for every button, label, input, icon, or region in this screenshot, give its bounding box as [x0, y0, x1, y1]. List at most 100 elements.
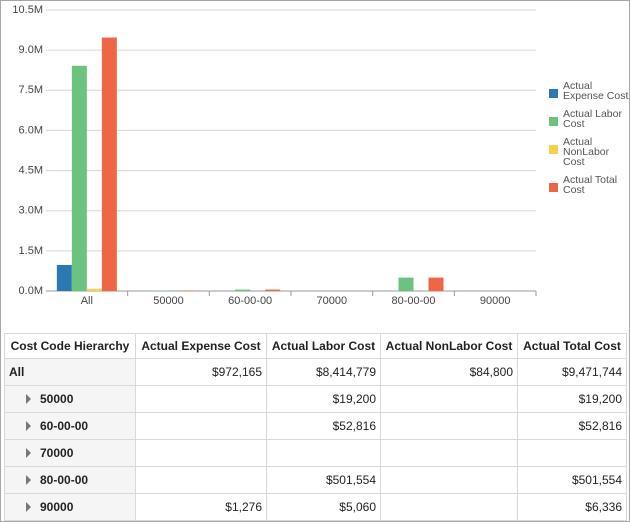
x-tick-label: 90000: [480, 295, 511, 307]
y-tick-label: 10.5M: [12, 4, 43, 16]
cell-text: $52,816: [578, 419, 622, 433]
legend-item: Actual Expense Cost: [549, 81, 629, 101]
cell-text: $19,200: [578, 392, 622, 406]
cell-text: $8,414,779: [315, 365, 376, 379]
cell-text: $5,060: [339, 500, 376, 514]
y-tick-label: 1.5M: [19, 245, 43, 257]
header-row: Cost Code Hierarchy Actual Expense Cost Ac…: [4, 333, 627, 359]
x-tick-label: 70000: [317, 295, 348, 307]
cell-text: $6,336: [585, 500, 622, 514]
row-header: 70000: [4, 439, 136, 467]
row-header: 90000: [4, 493, 136, 521]
legend-swatch: [549, 117, 558, 126]
cell: [135, 412, 267, 440]
y-tick-label: 6.0M: [19, 124, 43, 136]
cell-text: All: [9, 365, 25, 379]
cell-text: $1,276: [225, 500, 262, 514]
cell: $19,200: [266, 385, 381, 413]
cell-text: 50000: [40, 392, 74, 406]
cell-text: 60-00-00: [40, 419, 89, 433]
legend-swatch: [549, 145, 558, 154]
table-row: All $972,165 $8,414,779 $84,800 $9,471,744: [4, 358, 627, 386]
cell: [266, 439, 381, 467]
cell-text: $19,200: [332, 392, 376, 406]
cell-text: $501,554: [325, 473, 376, 487]
cell: [380, 493, 518, 521]
cell: $84,800: [380, 358, 518, 386]
cell: $52,816: [266, 412, 381, 440]
legend-label: Actual NonLabor Cost: [563, 136, 610, 168]
table-row: 50000 $19,200 $19,200: [4, 385, 627, 413]
expand-arrow[interactable]: [26, 475, 31, 485]
y-tick-label: 0.0M: [19, 285, 43, 297]
row-header: 60-00-00: [4, 412, 136, 440]
cell: $9,471,744: [517, 358, 627, 386]
column-header: Cost Code Hierarchy: [4, 333, 136, 359]
cell: $1,276: [135, 493, 267, 521]
cell: [380, 439, 518, 467]
column-header: Actual NonLabor Cost: [380, 333, 518, 359]
cell: $19,200: [517, 385, 627, 413]
data-table: Cost Code Hierarchy Actual Expense Cost Ac…: [4, 333, 627, 521]
bar: [86, 288, 102, 291]
cell: [517, 439, 627, 467]
cell: [380, 412, 518, 440]
cell: [135, 439, 267, 467]
expand-arrow[interactable]: [26, 448, 31, 458]
cell: $6,336: [517, 493, 627, 521]
cell: [380, 466, 518, 494]
bar: [71, 65, 87, 291]
column-header: Actual Expense Cost: [135, 333, 267, 359]
cell-text: $501,554: [571, 473, 622, 487]
cell: [380, 385, 518, 413]
legend-label: Actual Labor Cost: [563, 108, 622, 130]
cell: $501,554: [266, 466, 381, 494]
bar: [56, 264, 72, 291]
cell-text: $84,800: [469, 365, 513, 379]
bar: [183, 290, 199, 291]
expand-arrow[interactable]: [26, 502, 31, 512]
expand-arrow[interactable]: [26, 394, 31, 404]
x-tick-label: 50000: [153, 295, 184, 307]
row-header: All: [4, 358, 136, 386]
cell-text: $52,816: [332, 419, 376, 433]
cell-text: 80-00-00: [40, 473, 89, 487]
cell-text: 90000: [40, 500, 74, 514]
legend-swatch: [549, 183, 558, 192]
cell: $8,414,779: [266, 358, 381, 386]
cell: [135, 466, 267, 494]
cell: $5,060: [266, 493, 381, 521]
x-tick-label: All: [81, 295, 93, 307]
column-header: Actual Labor Cost: [266, 333, 381, 359]
legend: Actual Expense Cost Actual Labor Cost Actu…: [549, 81, 629, 203]
cell-text: $972,165: [211, 365, 262, 379]
cell-text: 70000: [40, 446, 74, 460]
legend-swatch: [549, 89, 558, 98]
legend-item: Actual Total Cost: [549, 175, 629, 195]
bar: [153, 290, 169, 291]
y-tick-label: 7.5M: [19, 84, 43, 96]
column-header: Actual Total Cost: [517, 333, 627, 359]
row-header: 80-00-00: [4, 466, 136, 494]
bar: [398, 277, 414, 291]
x-tick-label: 80-00-00: [391, 295, 435, 307]
x-tick-label: 60-00-00: [228, 295, 272, 307]
table-row: 80-00-00 $501,554 $501,554: [4, 466, 627, 494]
expand-arrow[interactable]: [26, 421, 31, 431]
bar: [265, 289, 281, 291]
chart: 0.0M 1.5M 3.0M 4.5M 6.0M 7.5M 9.0M 10.5M All 5000…: [12, 4, 537, 307]
cell: $52,816: [517, 412, 627, 440]
legend-item: Actual Labor Cost: [549, 109, 629, 129]
table-row: 60-00-00 $52,816 $52,816: [4, 412, 627, 440]
y-tick-label: 4.5M: [19, 164, 43, 176]
bar: [235, 289, 251, 291]
cell: [135, 385, 267, 413]
cell: $972,165: [135, 358, 267, 386]
bar: [428, 277, 444, 291]
table-row: 90000 $1,276 $5,060 $6,336: [4, 493, 627, 521]
bar: [101, 37, 117, 291]
row-header: 50000: [4, 385, 136, 413]
y-tick-label: 3.0M: [19, 205, 43, 217]
legend-label: Actual Total Cost: [563, 174, 618, 196]
